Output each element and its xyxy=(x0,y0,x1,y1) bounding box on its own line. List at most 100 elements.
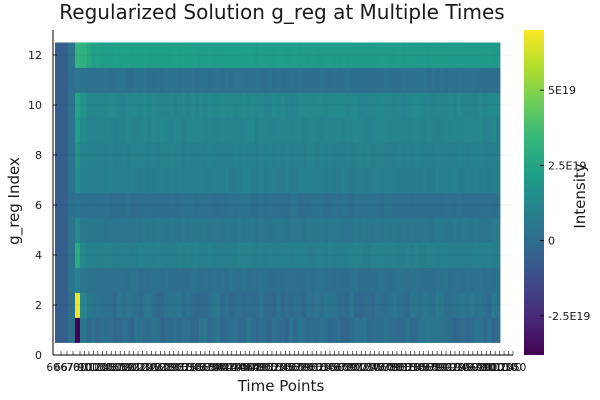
heatmap-cell xyxy=(259,267,264,293)
heatmap-cells xyxy=(55,42,501,343)
x-tick-label: 830 xyxy=(405,362,425,374)
heatmap-cell xyxy=(160,67,165,93)
heatmap-cell xyxy=(413,292,419,318)
heatmap-cell xyxy=(181,292,187,318)
heatmap-cell xyxy=(353,192,359,218)
heatmap-cell xyxy=(405,242,411,268)
heatmap-cell xyxy=(203,192,208,218)
x-tick-label: 570 xyxy=(289,362,309,374)
heatmap-cell xyxy=(271,92,277,118)
heatmap-cell xyxy=(297,317,303,343)
heatmap-cell xyxy=(422,217,428,243)
heatmap-cell xyxy=(271,317,277,343)
heatmap-cell xyxy=(349,92,355,118)
heatmap-cell xyxy=(87,292,92,318)
heatmap-cell xyxy=(332,42,337,68)
x-tick-label: 70 xyxy=(66,362,79,374)
heatmap-cell xyxy=(439,192,445,218)
heatmap-cell xyxy=(164,92,170,118)
heatmap-cell xyxy=(469,242,475,268)
heatmap-cell xyxy=(75,117,81,143)
heatmap-cell xyxy=(151,317,157,343)
x-tick-label: 490 xyxy=(253,362,273,374)
y-tick-label: 2 xyxy=(35,299,42,312)
heatmap-cell xyxy=(448,267,454,293)
heatmap-cell xyxy=(134,92,140,118)
x-tick-label: 580 xyxy=(293,362,313,374)
heatmap-cell xyxy=(315,267,320,293)
heatmap-cell xyxy=(452,142,458,168)
heatmap-cell xyxy=(456,267,462,293)
heatmap-cell xyxy=(198,142,204,168)
heatmap-cell xyxy=(241,292,247,318)
heatmap-cell xyxy=(55,242,69,268)
x-tick-label: 320 xyxy=(177,362,197,374)
heatmap-cell xyxy=(112,217,118,243)
x-tick-label: 920 xyxy=(445,362,465,374)
heatmap-cell xyxy=(194,167,200,193)
heatmap-cell xyxy=(431,267,436,293)
heatmap-cell xyxy=(68,192,76,218)
heatmap-cell xyxy=(418,292,423,318)
y-tick-label: 12 xyxy=(28,49,42,62)
heatmap-cell xyxy=(216,142,221,168)
heatmap-cell xyxy=(259,192,264,218)
heatmap-cell xyxy=(117,67,122,93)
heatmap-cell xyxy=(487,317,492,343)
heatmap-cell xyxy=(478,217,484,243)
heatmap-cell xyxy=(138,167,144,193)
heatmap-cell xyxy=(392,42,398,68)
heatmap-cell xyxy=(452,192,458,218)
heatmap-cell xyxy=(375,242,380,268)
x-tick-label: 67 xyxy=(60,362,73,374)
heatmap-cell xyxy=(147,42,152,68)
heatmap-cell xyxy=(431,142,436,168)
heatmap-cell xyxy=(228,217,234,243)
colorbar-tick-label: -2.5E19 xyxy=(548,310,590,323)
x-tick-label: 910 xyxy=(440,362,460,374)
heatmap-cell xyxy=(289,192,294,218)
heatmap-cell xyxy=(121,42,127,68)
heatmap-cell xyxy=(228,42,234,68)
heatmap-cell xyxy=(164,142,170,168)
heatmap-cell xyxy=(345,117,350,143)
heatmap-cell xyxy=(461,142,466,168)
heatmap-cell xyxy=(452,117,458,143)
heatmap-cell xyxy=(185,42,191,68)
heatmap-cell xyxy=(349,292,355,318)
x-tick-label: 370 xyxy=(199,362,219,374)
heatmap-cell xyxy=(396,317,402,343)
heatmap-cell xyxy=(323,267,329,293)
heatmap-cell xyxy=(155,267,161,293)
heatmap-cell xyxy=(155,142,161,168)
heatmap-cell xyxy=(418,217,423,243)
heatmap-cell xyxy=(112,242,118,268)
heatmap-cell xyxy=(345,67,350,93)
heatmap-cell xyxy=(465,167,471,193)
heatmap-cell xyxy=(173,292,178,318)
heatmap-cell xyxy=(478,167,484,193)
x-tick-label: 1040 xyxy=(495,362,522,374)
heatmap-cell xyxy=(181,42,187,68)
heatmap-cell xyxy=(439,267,445,293)
x-tick-label: 560 xyxy=(284,362,304,374)
heatmap-cell xyxy=(108,117,114,143)
x-tick-label: 300 xyxy=(168,362,188,374)
x-tick-label: 800 xyxy=(391,362,411,374)
heatmap-cell xyxy=(383,317,389,343)
heatmap-cell xyxy=(99,317,105,343)
heatmap-cell xyxy=(422,117,428,143)
heatmap-cell xyxy=(138,42,144,68)
heatmap-cell xyxy=(375,167,380,193)
x-tick-label: 350 xyxy=(191,362,211,374)
heatmap-cell xyxy=(456,42,462,68)
heatmap-cell xyxy=(375,292,380,318)
heatmap-cell xyxy=(233,217,238,243)
heatmap-cell xyxy=(55,42,69,68)
heatmap-cell xyxy=(487,167,492,193)
heatmap-cell xyxy=(220,267,226,293)
heatmap-cell xyxy=(345,242,350,268)
heatmap-cell xyxy=(190,92,195,118)
heatmap-cell xyxy=(370,167,376,193)
heatmap-cell xyxy=(461,192,466,218)
